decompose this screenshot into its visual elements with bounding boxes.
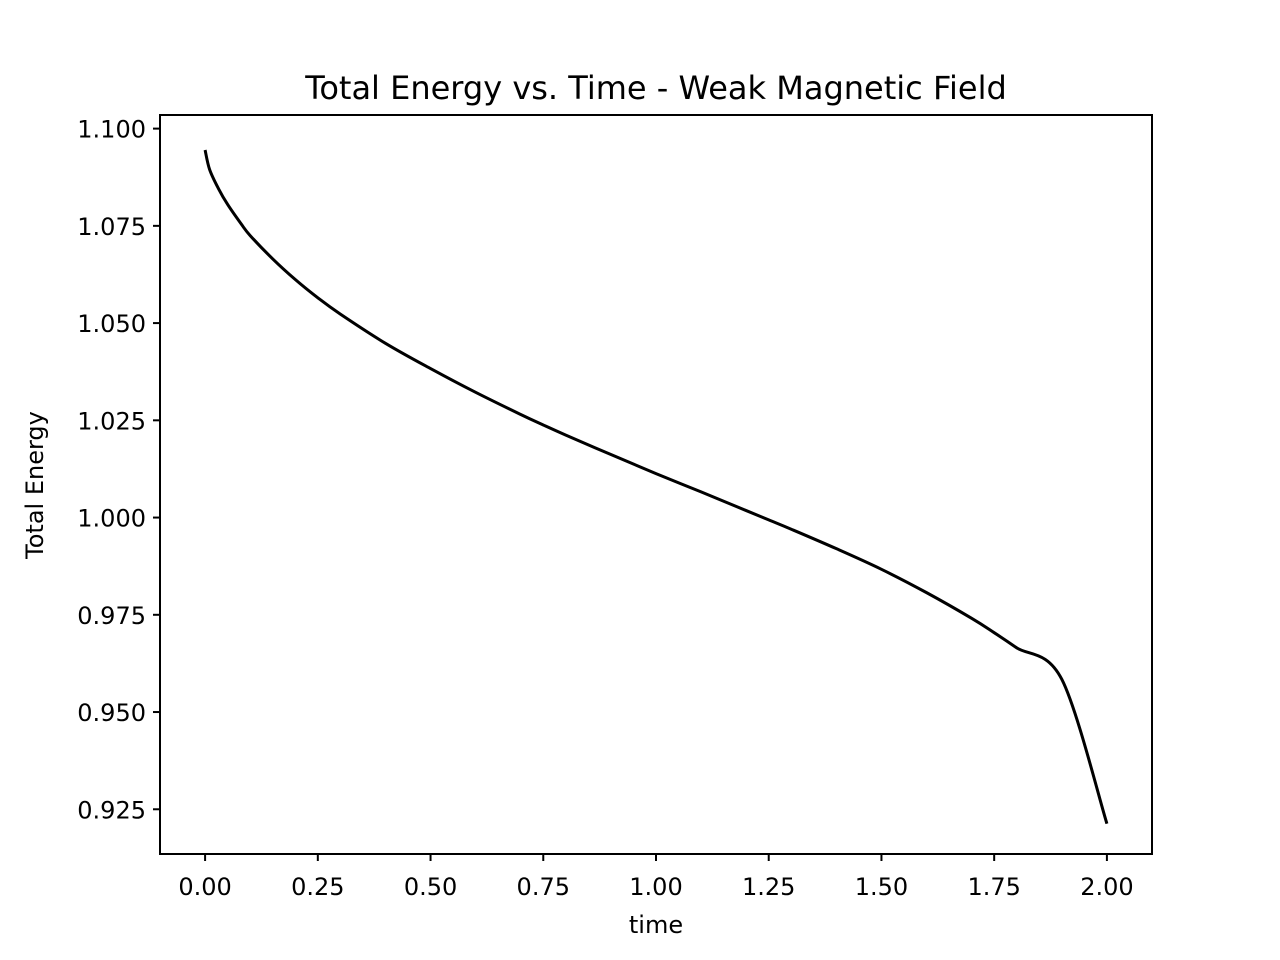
x-tick-label: 2.00 [1080, 873, 1133, 901]
x-tick-label: 1.50 [855, 873, 908, 901]
y-tick-label: 1.000 [77, 505, 146, 533]
y-axis-ticks: 0.925 0.950 0.975 1.000 1.025 1.050 1.075 1.100 [77, 116, 160, 824]
x-tick-label: 1.25 [742, 873, 795, 901]
x-tick-label: 0.75 [517, 873, 570, 901]
x-axis-ticks: 0.00 0.25 0.50 0.75 1.00 1.25 1.50 1.75 2.00 [178, 854, 1134, 901]
y-tick-label: 1.050 [77, 310, 146, 338]
x-tick-label: 0.00 [178, 873, 231, 901]
y-tick-label: 0.925 [77, 796, 146, 824]
x-axis-label: time [629, 911, 683, 939]
x-tick-label: 1.75 [967, 873, 1020, 901]
x-tick-label: 0.25 [291, 873, 344, 901]
y-tick-label: 1.075 [77, 213, 146, 241]
y-tick-label: 1.025 [77, 407, 146, 435]
x-tick-label: 0.50 [404, 873, 457, 901]
y-axis-label: Total Energy [21, 411, 49, 560]
y-tick-label: 0.950 [77, 699, 146, 727]
y-tick-label: 0.975 [77, 602, 146, 630]
chart-title: Total Energy vs. Time - Weak Magnetic Fi… [304, 69, 1007, 107]
y-tick-label: 1.100 [77, 116, 146, 144]
x-tick-label: 1.00 [629, 873, 682, 901]
plot-frame [159, 114, 1153, 855]
series-line-total-energy [203, 149, 1109, 825]
